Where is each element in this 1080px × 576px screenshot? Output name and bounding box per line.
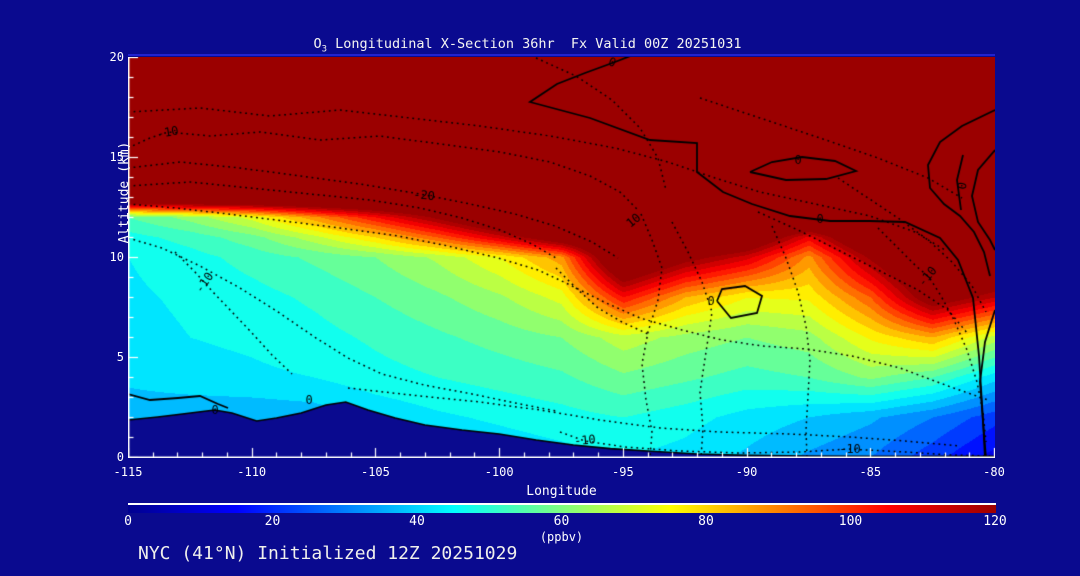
chart-title: O3 Longitudinal X-Section 36hr Fx Valid … <box>94 36 961 55</box>
footer-caption: NYC (41°N) Initialized 12Z 20251029 <box>138 543 518 564</box>
colorbar-tick-label: 0 <box>124 514 132 529</box>
y-tick-label: 15 <box>109 150 124 164</box>
y-tick-label: 0 <box>116 450 124 464</box>
colorbar-tick-label: 40 <box>409 514 425 529</box>
colorbar-unit: (ppbv) <box>539 530 584 544</box>
x-tick-label: -95 <box>612 465 634 479</box>
x-tick-label: -105 <box>360 465 390 479</box>
colorbar <box>128 505 996 513</box>
plot-top-border <box>128 54 995 56</box>
x-axis-label: Longitude <box>526 484 597 499</box>
colorbar-tick-label: 100 <box>838 514 863 529</box>
title-species-subscript: 3 <box>321 44 328 55</box>
x-tick-label: -110 <box>237 465 267 479</box>
x-tick-label: -85 <box>859 465 882 479</box>
x-tick-label: -115 <box>113 465 143 479</box>
colorbar-tick-label: 80 <box>698 514 714 529</box>
x-tick-label: -80 <box>983 465 1005 479</box>
x-tick-label: -90 <box>735 465 758 479</box>
title-species: O <box>313 36 322 52</box>
title-text: Longitudinal X-Section 36hr Fx Valid 00Z… <box>327 36 742 52</box>
y-tick-label: 10 <box>109 250 124 264</box>
x-tick-label: -100 <box>484 465 514 479</box>
y-tick-label: 5 <box>116 350 124 364</box>
colorbar-tick-label: 20 <box>264 514 281 529</box>
y-axis-label: Altitude (km) <box>117 141 132 244</box>
ozone-cross-section-canvas <box>128 57 995 458</box>
y-tick-label: 20 <box>109 50 124 64</box>
colorbar-tick-label: 60 <box>553 514 570 529</box>
colorbar-tick-label: 120 <box>983 514 1007 529</box>
colorbar-top-line <box>128 503 996 505</box>
